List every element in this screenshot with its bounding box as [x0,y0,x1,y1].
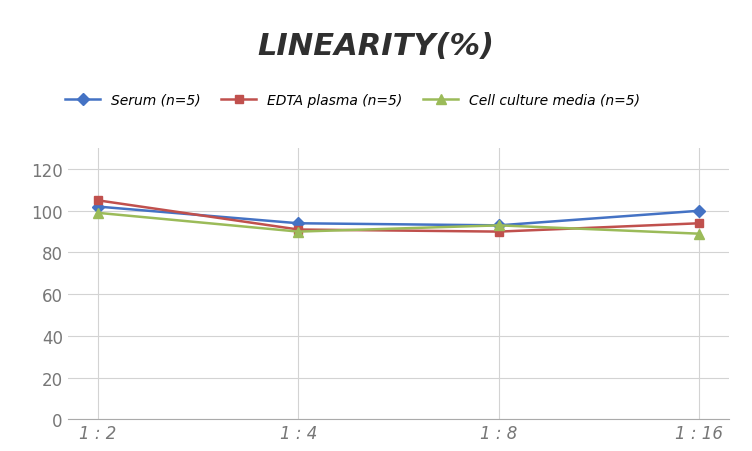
Legend: Serum (n=5), EDTA plasma (n=5), Cell culture media (n=5): Serum (n=5), EDTA plasma (n=5), Cell cul… [59,88,646,113]
Text: LINEARITY(%): LINEARITY(%) [257,32,495,60]
